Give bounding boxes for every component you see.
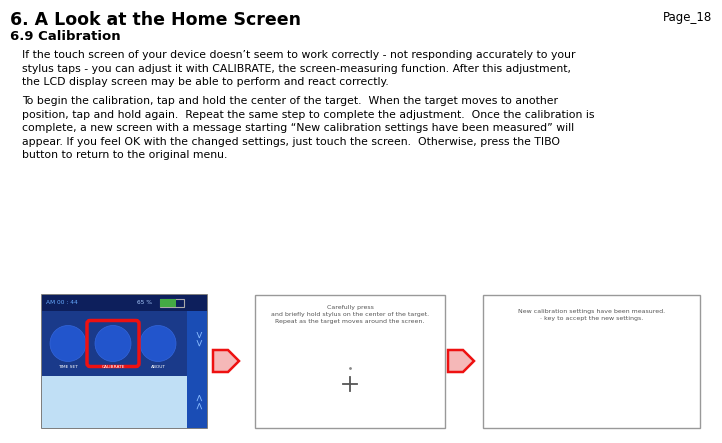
Circle shape — [140, 326, 176, 361]
Bar — [42, 311, 187, 376]
Text: AM 00 : 44: AM 00 : 44 — [46, 300, 78, 306]
Text: Repeat as the target moves around the screen.: Repeat as the target moves around the sc… — [275, 319, 425, 324]
Bar — [483, 295, 700, 428]
Bar — [187, 376, 207, 428]
Text: and briefly hold stylus on the center of the target.: and briefly hold stylus on the center of… — [271, 312, 429, 317]
Polygon shape — [213, 350, 239, 372]
Text: 65 %: 65 % — [137, 300, 152, 306]
Text: ABOUT: ABOUT — [150, 365, 165, 369]
Circle shape — [50, 326, 86, 361]
Bar — [160, 299, 184, 307]
Text: position, tap and hold again.  Repeat the same step to complete the adjustment. : position, tap and hold again. Repeat the… — [22, 109, 594, 120]
Text: Carefully press: Carefully press — [326, 305, 373, 310]
Bar — [42, 295, 207, 311]
Circle shape — [95, 326, 131, 361]
Text: 6.9 Calibration: 6.9 Calibration — [10, 30, 121, 43]
Bar — [42, 295, 207, 428]
Bar — [160, 299, 176, 307]
Text: <<: << — [192, 394, 202, 410]
Bar — [42, 376, 187, 428]
Text: Page_18: Page_18 — [663, 11, 712, 24]
Text: stylus taps - you can adjust it with CALIBRATE, the screen-measuring function. A: stylus taps - you can adjust it with CAL… — [22, 63, 571, 74]
Text: To begin the calibration, tap and hold the center of the target.  When the targe: To begin the calibration, tap and hold t… — [22, 96, 558, 106]
Text: TIME SET: TIME SET — [58, 365, 78, 369]
Text: CALIBRATE: CALIBRATE — [101, 365, 125, 369]
Polygon shape — [448, 350, 474, 372]
Text: >>: >> — [192, 331, 202, 348]
Bar — [255, 295, 445, 428]
Text: If the touch screen of your device doesn’t seem to work correctly - not respondi: If the touch screen of your device doesn… — [22, 50, 575, 60]
Bar — [187, 311, 207, 376]
Text: the LCD display screen may be able to perform and react correctly.: the LCD display screen may be able to pe… — [22, 77, 388, 87]
Text: New calibration settings have been measured.: New calibration settings have been measu… — [518, 309, 665, 314]
Text: complete, a new screen with a message starting “New calibration settings have be: complete, a new screen with a message st… — [22, 123, 574, 133]
Text: · key to accept the new settings.: · key to accept the new settings. — [540, 316, 643, 321]
Text: 6. A Look at the Home Screen: 6. A Look at the Home Screen — [10, 11, 301, 29]
Text: appear. If you feel OK with the changed settings, just touch the screen.  Otherw: appear. If you feel OK with the changed … — [22, 136, 560, 147]
Text: button to return to the original menu.: button to return to the original menu. — [22, 150, 227, 160]
